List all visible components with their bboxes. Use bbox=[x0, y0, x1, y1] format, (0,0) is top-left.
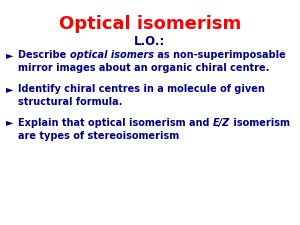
Text: Describe: Describe bbox=[18, 50, 70, 60]
Text: mirror images about an organic chiral centre.: mirror images about an organic chiral ce… bbox=[18, 63, 269, 73]
Text: Optical isomerism: Optical isomerism bbox=[59, 15, 241, 33]
Text: optical isomers: optical isomers bbox=[70, 50, 154, 60]
Text: Explain that optical isomerism and: Explain that optical isomerism and bbox=[18, 118, 213, 128]
Text: structural formula.: structural formula. bbox=[18, 97, 122, 107]
Text: ►: ► bbox=[6, 50, 14, 60]
Text: isomerism: isomerism bbox=[230, 118, 290, 128]
Text: Identify chiral centres in a molecule of given: Identify chiral centres in a molecule of… bbox=[18, 84, 265, 94]
Text: L.O.:: L.O.: bbox=[134, 35, 166, 48]
Text: are types of stereoisomerism: are types of stereoisomerism bbox=[18, 130, 179, 141]
Text: ►: ► bbox=[6, 84, 14, 94]
Text: ►: ► bbox=[6, 118, 14, 128]
Text: E/Z: E/Z bbox=[213, 118, 230, 128]
Text: as non-superimposable: as non-superimposable bbox=[154, 50, 285, 60]
